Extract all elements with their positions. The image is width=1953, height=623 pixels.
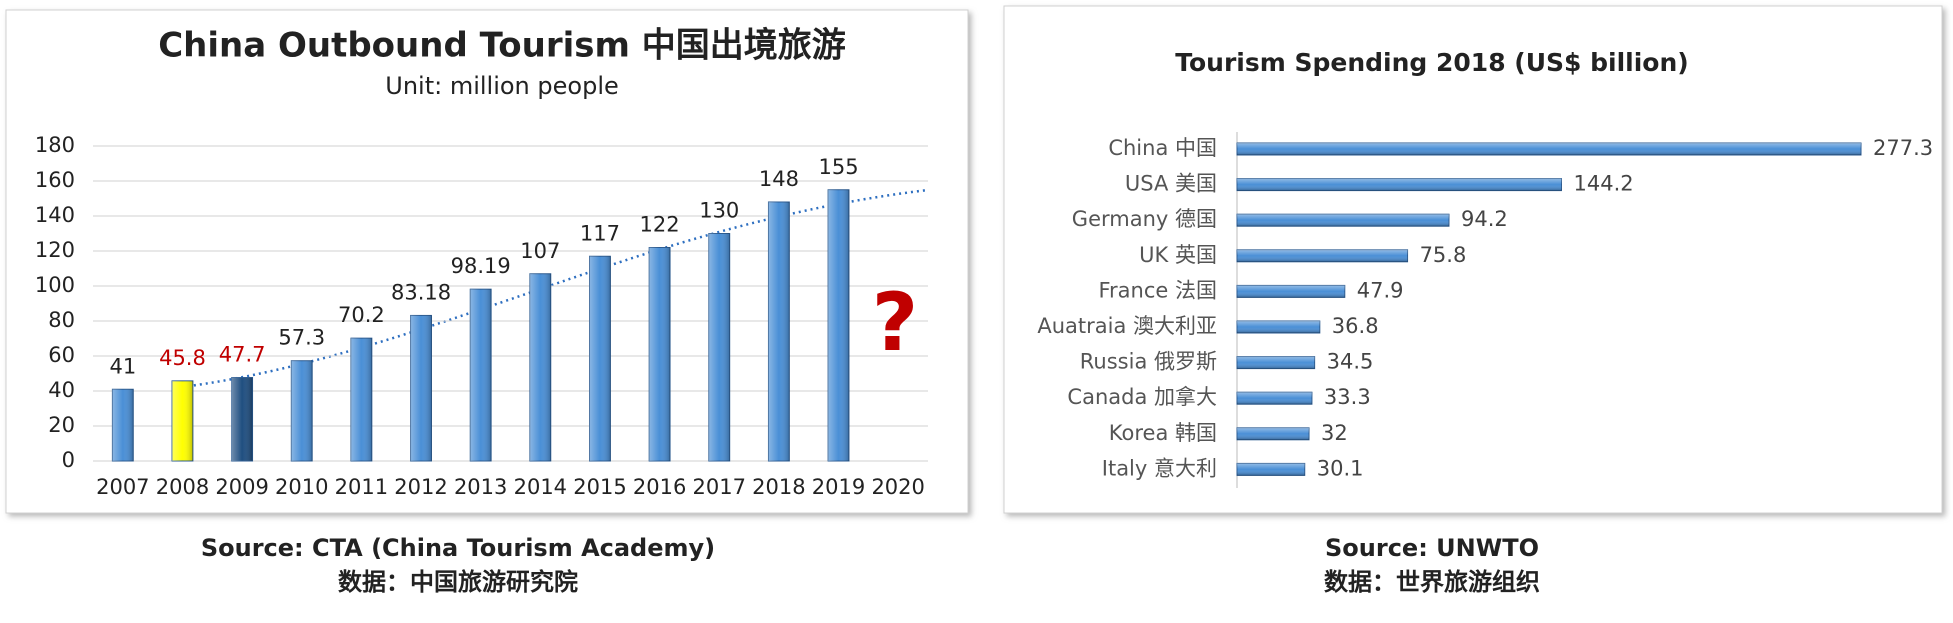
bar-shade [529, 273, 551, 461]
y-tick-label: China 中国 [1108, 136, 1217, 160]
y-tick-label: 60 [48, 343, 75, 367]
bar-shade [1237, 463, 1305, 476]
value-label: 148 [759, 167, 799, 191]
bar-shade [1237, 285, 1345, 298]
bar-shade [231, 377, 253, 461]
y-tick-label: Russia 俄罗斯 [1080, 350, 1217, 374]
value-label: 277.3 [1873, 136, 1933, 160]
bar-shade [649, 247, 671, 461]
bar-shade [828, 189, 849, 461]
x-tick-label: 2010 [275, 475, 328, 499]
value-label: 130 [699, 199, 739, 223]
source-cn: 数据：中国旅游研究院 [338, 568, 578, 596]
y-tick-label: 80 [48, 308, 75, 332]
x-tick-label: 2007 [96, 475, 149, 499]
value-label: 34.5 [1327, 350, 1374, 374]
bar-shade [708, 233, 730, 461]
value-label: 41 [109, 354, 136, 378]
value-label: 36.8 [1332, 314, 1379, 338]
y-tick-label: 160 [35, 168, 75, 192]
source: Source: UNWTO [1325, 534, 1539, 562]
bar-shade [470, 289, 492, 461]
bar-shade [1237, 427, 1310, 440]
bar-shade [291, 360, 313, 461]
chart-title: Tourism Spending 2018 (US$ billion) [1175, 48, 1688, 77]
bar-shade [768, 202, 790, 461]
source: Source: CTA (China Tourism Academy) [201, 534, 715, 562]
value-label: 70.2 [338, 303, 385, 327]
y-tick-label: USA 美国 [1125, 172, 1217, 196]
y-tick-label: UK 英国 [1139, 243, 1217, 267]
value-label: 47.9 [1357, 278, 1404, 302]
x-tick-label: 2016 [633, 475, 686, 499]
bar-shade [1237, 143, 1861, 155]
source-cn: 数据：世界旅游组织 [1324, 568, 1540, 596]
value-label: 47.7 [219, 343, 266, 367]
value-label: 98.19 [451, 254, 511, 278]
value-label: 122 [640, 213, 680, 237]
x-tick-label: 2011 [335, 475, 388, 499]
value-label: 144.2 [1573, 172, 1633, 196]
right-panel [1003, 5, 1943, 514]
x-tick-label: 2013 [454, 475, 507, 499]
y-tick-label: Auatraia 澳大利亚 [1037, 314, 1217, 338]
bar-shade [1237, 249, 1408, 262]
value-label: 155 [818, 155, 858, 179]
value-label: 107 [520, 239, 560, 263]
y-tick-label: 0 [62, 448, 75, 472]
value-label: 94.2 [1461, 207, 1508, 231]
value-label: 45.8 [159, 346, 206, 370]
y-tick-label: France 法国 [1098, 278, 1217, 302]
bar-shade [350, 338, 372, 461]
bar-shade [410, 315, 432, 461]
y-tick-label: 20 [48, 413, 75, 437]
value-label: 75.8 [1420, 243, 1467, 267]
y-tick-label: 180 [35, 133, 75, 157]
x-tick-label: 2020 [871, 475, 924, 499]
bar-shade [112, 389, 134, 461]
bar-shade [172, 380, 193, 461]
y-tick-label: 100 [35, 273, 75, 297]
value-label: 30.1 [1317, 456, 1364, 480]
x-tick-label: 2008 [156, 475, 209, 499]
chart-title: China Outbound Tourism 中国出境旅游 [158, 26, 846, 66]
bar-shade [1237, 178, 1562, 191]
x-tick-label: 2019 [812, 475, 865, 499]
bar-shade [1237, 356, 1315, 369]
x-tick-label: 2017 [693, 475, 746, 499]
y-tick-label: 120 [35, 238, 75, 262]
value-label: 83.18 [391, 280, 451, 304]
value-label: 33.3 [1324, 385, 1371, 409]
x-tick-label: 2018 [752, 475, 805, 499]
bar-shade [1237, 392, 1312, 405]
y-tick-label: Italy 意大利 [1102, 456, 1217, 480]
y-tick-label: Korea 韩国 [1109, 421, 1217, 445]
y-tick-label: 40 [48, 378, 75, 402]
value-label: 117 [580, 221, 620, 245]
annotation: ? [872, 276, 918, 369]
y-tick-label: 140 [35, 203, 75, 227]
bar-shade [1237, 321, 1320, 333]
x-tick-label: 2009 [215, 475, 268, 499]
bar-shade [589, 256, 611, 461]
x-tick-label: 2014 [514, 475, 567, 499]
y-tick-label: Canada 加拿大 [1067, 385, 1217, 409]
chart-subtitle: Unit: million people [385, 72, 619, 100]
x-tick-label: 2015 [573, 475, 626, 499]
bar-shade [1237, 214, 1449, 227]
y-tick-label: Germany 德国 [1072, 207, 1217, 231]
x-tick-label: 2012 [394, 475, 447, 499]
value-label: 57.3 [278, 326, 325, 350]
value-label: 32 [1321, 421, 1348, 445]
